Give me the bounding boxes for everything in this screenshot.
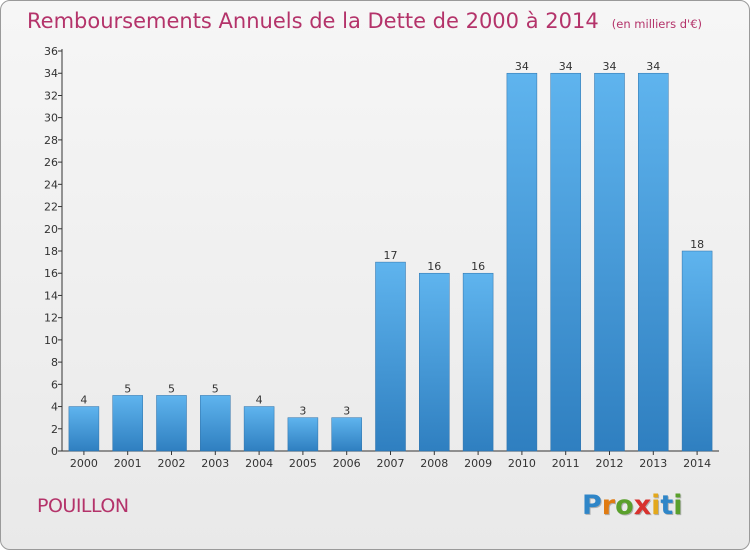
x-tick-label: 2004 — [245, 457, 273, 470]
x-tick-label: 2006 — [333, 457, 361, 470]
x-tick-label: 2014 — [683, 457, 711, 470]
brand-logo-letter: x — [633, 490, 652, 521]
bar — [331, 417, 362, 452]
bar-value-label: 4 — [256, 394, 263, 407]
bar-value-label: 5 — [212, 382, 219, 395]
bar-value-label: 18 — [690, 238, 704, 251]
x-tick-label: 2005 — [289, 457, 317, 470]
bars: 4 5 5 5 4 3 3 17 16 16 34 34 34 34 18 — [68, 60, 713, 452]
bar — [375, 261, 406, 452]
y-tick-label: 24 — [44, 178, 58, 191]
y-tick-label: 10 — [44, 334, 58, 347]
bar-value-label: 5 — [124, 382, 131, 395]
bar — [200, 395, 231, 452]
title-row: Remboursements Annuels de la Dette de 20… — [27, 9, 702, 33]
bar-value-label: 34 — [646, 60, 660, 73]
brand-logo-letter: i — [651, 490, 661, 521]
bar — [594, 72, 625, 452]
y-tick-label: 4 — [51, 401, 58, 414]
y-tick-label: 22 — [44, 201, 58, 214]
bar — [638, 72, 669, 452]
bar — [112, 395, 143, 452]
bar — [287, 417, 319, 452]
y-tick-label: 14 — [44, 289, 58, 302]
x-tick-label: 2003 — [201, 457, 229, 470]
brand-logo-letter: t — [660, 490, 674, 521]
y-tick-label: 34 — [44, 67, 58, 80]
bar — [419, 272, 450, 452]
bar — [156, 395, 187, 452]
y-tick-label: 2 — [51, 423, 58, 436]
y-tick-label: 32 — [44, 89, 58, 102]
x-tick-label: 2012 — [596, 457, 624, 470]
bar-value-label: 17 — [384, 249, 398, 262]
brand-logo-letter: o — [615, 490, 634, 521]
y-tick-label: 28 — [44, 134, 58, 147]
bar-value-label: 34 — [515, 60, 529, 73]
bar-value-label: 34 — [603, 60, 617, 73]
commune-name: POUILLON — [37, 495, 129, 517]
brand-logo-letter: r — [601, 490, 616, 521]
y-tick-label: 30 — [44, 112, 58, 125]
bar-value-label: 3 — [343, 405, 350, 418]
bar-value-label: 16 — [427, 260, 441, 273]
chart-title: Remboursements Annuels de la Dette de 20… — [27, 9, 599, 33]
bar — [462, 272, 494, 452]
x-tick-label: 2009 — [464, 457, 492, 470]
y-tick-label: 16 — [44, 267, 58, 280]
bar-value-label: 5 — [168, 382, 175, 395]
chart-unit-label: (en milliers d'€) — [611, 17, 702, 31]
y-tick-label: 6 — [51, 378, 58, 391]
y-tick-label: 26 — [44, 156, 58, 169]
brand-logo-letter: i — [673, 490, 683, 521]
x-tick-label: 2000 — [70, 457, 98, 470]
y-tick-label: 8 — [51, 356, 58, 369]
y-tick-label: 0 — [51, 445, 58, 458]
y-tick-label: 20 — [44, 223, 58, 236]
bar — [681, 250, 713, 452]
x-tick-label: 2013 — [639, 457, 667, 470]
x-tick-label: 2010 — [508, 457, 536, 470]
x-tick-label: 2002 — [158, 457, 186, 470]
bar-value-label: 4 — [80, 394, 87, 407]
x-tick-label: 2001 — [114, 457, 142, 470]
x-axis: 2000 2001 2002 2003 2004 2005 2006 2007 2008 2009… — [62, 450, 719, 470]
bar — [68, 406, 100, 452]
bar — [506, 72, 538, 452]
y-tick-label: 18 — [44, 245, 58, 258]
bar — [550, 72, 581, 452]
y-tick-label: 12 — [44, 312, 58, 325]
x-tick-label: 2007 — [377, 457, 405, 470]
bar-value-label: 3 — [299, 405, 306, 418]
x-tick-label: 2008 — [420, 457, 448, 470]
brand-logo-letter: P — [582, 490, 602, 521]
bar-value-label: 34 — [559, 60, 573, 73]
x-tick-label: 2011 — [552, 457, 580, 470]
bar — [243, 406, 275, 452]
y-tick-label: 36 — [44, 45, 58, 58]
brand-logo: Proxiti — [582, 490, 683, 521]
bar-value-label: 16 — [471, 260, 485, 273]
